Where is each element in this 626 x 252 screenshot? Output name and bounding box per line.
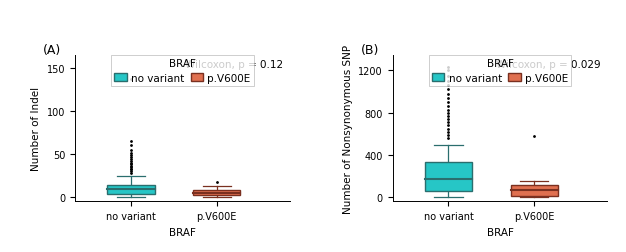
Bar bbox=[107, 185, 155, 195]
Text: Wilcoxon, p = 0.12: Wilcoxon, p = 0.12 bbox=[185, 60, 283, 70]
Text: (A): (A) bbox=[43, 44, 61, 57]
Legend: no variant, p.V600E: no variant, p.V600E bbox=[429, 55, 571, 87]
Legend: no variant, p.V600E: no variant, p.V600E bbox=[111, 55, 254, 87]
Y-axis label: Number of Nonsynonymous SNP: Number of Nonsynonymous SNP bbox=[343, 44, 353, 213]
X-axis label: BRAF: BRAF bbox=[169, 227, 196, 237]
Bar bbox=[511, 185, 558, 196]
Y-axis label: Number of Indel: Number of Indel bbox=[31, 87, 41, 170]
Text: Wilcoxon, p = 0.029: Wilcoxon, p = 0.029 bbox=[496, 60, 601, 70]
Text: (B): (B) bbox=[361, 44, 379, 57]
X-axis label: BRAF: BRAF bbox=[486, 227, 513, 237]
Bar bbox=[193, 191, 240, 196]
Bar bbox=[425, 163, 472, 192]
